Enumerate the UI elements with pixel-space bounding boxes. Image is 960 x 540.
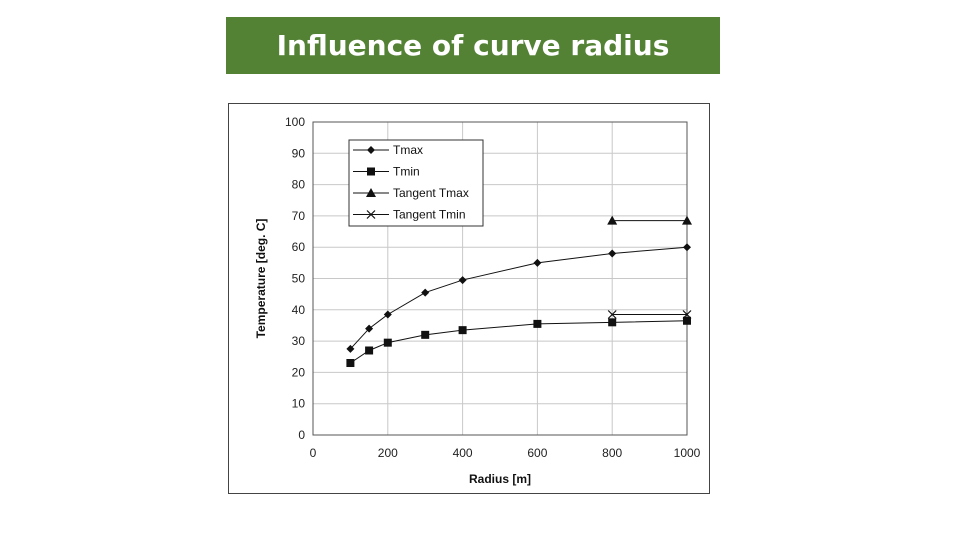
- data-point-tmin: [421, 330, 430, 339]
- y-tick-label: 40: [292, 303, 306, 317]
- legend-label: Tangent Tmax: [393, 186, 469, 200]
- series-line-tmax: [350, 246, 688, 350]
- legend-item-tmin: Tmin: [353, 165, 420, 179]
- data-point-tmax: [533, 258, 542, 267]
- legend-item-tangent-tmax: Tangent Tmax: [353, 186, 469, 200]
- data-point-tmax: [383, 310, 392, 319]
- legend-label: Tangent Tmin: [393, 208, 466, 222]
- legend-marker-tangent-tmax: [366, 188, 376, 197]
- legend-label: Tmin: [393, 165, 420, 179]
- x-tick-label: 400: [453, 446, 473, 460]
- y-tick-label: 30: [292, 334, 306, 348]
- x-tick-label: 800: [602, 446, 622, 460]
- x-tick-label: 1000: [674, 446, 701, 460]
- y-tick-label: 20: [292, 365, 306, 379]
- slide-title: Influence of curve radius: [226, 17, 720, 74]
- data-point-tmin: [683, 316, 691, 325]
- data-point-tangent-tmin: [682, 310, 692, 319]
- data-point-tmin: [383, 338, 392, 347]
- x-marker-stroke: [682, 310, 692, 319]
- data-point-tmin: [533, 319, 542, 328]
- y-tick-label: 0: [298, 428, 305, 442]
- legend-item-tmax: Tmax: [353, 143, 423, 157]
- y-axis-label: Temperature [deg. C]: [254, 219, 268, 339]
- data-point-tangent-tmin: [607, 310, 617, 319]
- y-tick-label: 90: [292, 146, 306, 160]
- legend-box: [348, 139, 484, 227]
- y-tick-label: 70: [292, 209, 306, 223]
- data-point-tmax: [608, 249, 617, 258]
- y-tick-label: 80: [292, 178, 306, 192]
- y-tick-label: 50: [292, 272, 306, 286]
- data-point-tmax: [458, 276, 467, 285]
- data-point-tmax: [683, 243, 691, 252]
- series-tmin: [346, 316, 691, 368]
- legend-marker-tmax: [367, 146, 375, 154]
- data-point-tmin: [458, 326, 467, 335]
- y-tick-label: 10: [292, 397, 306, 411]
- legend: Tmax Tmin Tangent Tmax Tangent Tmin: [348, 139, 484, 227]
- x-axis-label: Radius [m]: [469, 472, 531, 486]
- legend-label: Tmax: [393, 143, 423, 157]
- series-tangent-tmin: [607, 310, 692, 319]
- x-tick-label: 200: [378, 446, 398, 460]
- legend-item-tangent-tmin: Tangent Tmin: [353, 208, 466, 222]
- data-point-tmax: [346, 344, 355, 353]
- data-point-tangent-tmax: [682, 215, 692, 225]
- x-tick-label: 0: [310, 446, 317, 460]
- plot-border: [312, 121, 688, 436]
- x-marker-stroke: [366, 210, 376, 219]
- data-point-tangent-tmax: [607, 215, 618, 225]
- y-tick-label: 60: [292, 240, 306, 254]
- data-point-tmin: [365, 346, 374, 355]
- data-point-tmax: [421, 288, 430, 297]
- legend-marker-tangent-tmin: [366, 210, 376, 219]
- x-tick-label: 600: [527, 446, 547, 460]
- series-tangent-tmax: [607, 215, 692, 225]
- series-tmax: [346, 243, 691, 353]
- x-marker-stroke: [607, 310, 617, 319]
- data-point-tmax: [365, 324, 374, 333]
- chart-frame: 0 10 20 30 40 50 60 70 80 90 100 0 200 400 600 800 1000 R…: [228, 103, 710, 494]
- legend-marker-tmin: [367, 167, 375, 176]
- data-point-tmin: [608, 318, 617, 327]
- data-point-tmin: [346, 359, 355, 368]
- y-tick-label: 100: [285, 115, 305, 129]
